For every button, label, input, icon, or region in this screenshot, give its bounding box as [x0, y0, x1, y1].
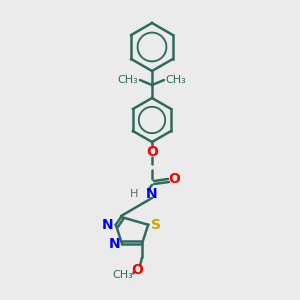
Text: CH₃: CH₃: [112, 270, 134, 280]
Text: S: S: [151, 218, 161, 232]
Text: CH₃: CH₃: [118, 75, 138, 85]
Text: N: N: [146, 187, 158, 201]
Text: O: O: [131, 263, 143, 277]
Text: O: O: [146, 145, 158, 159]
Text: CH₃: CH₃: [166, 75, 186, 85]
Text: H: H: [130, 189, 138, 199]
Text: N: N: [108, 237, 120, 251]
Text: O: O: [168, 172, 180, 186]
Text: N: N: [102, 218, 114, 232]
